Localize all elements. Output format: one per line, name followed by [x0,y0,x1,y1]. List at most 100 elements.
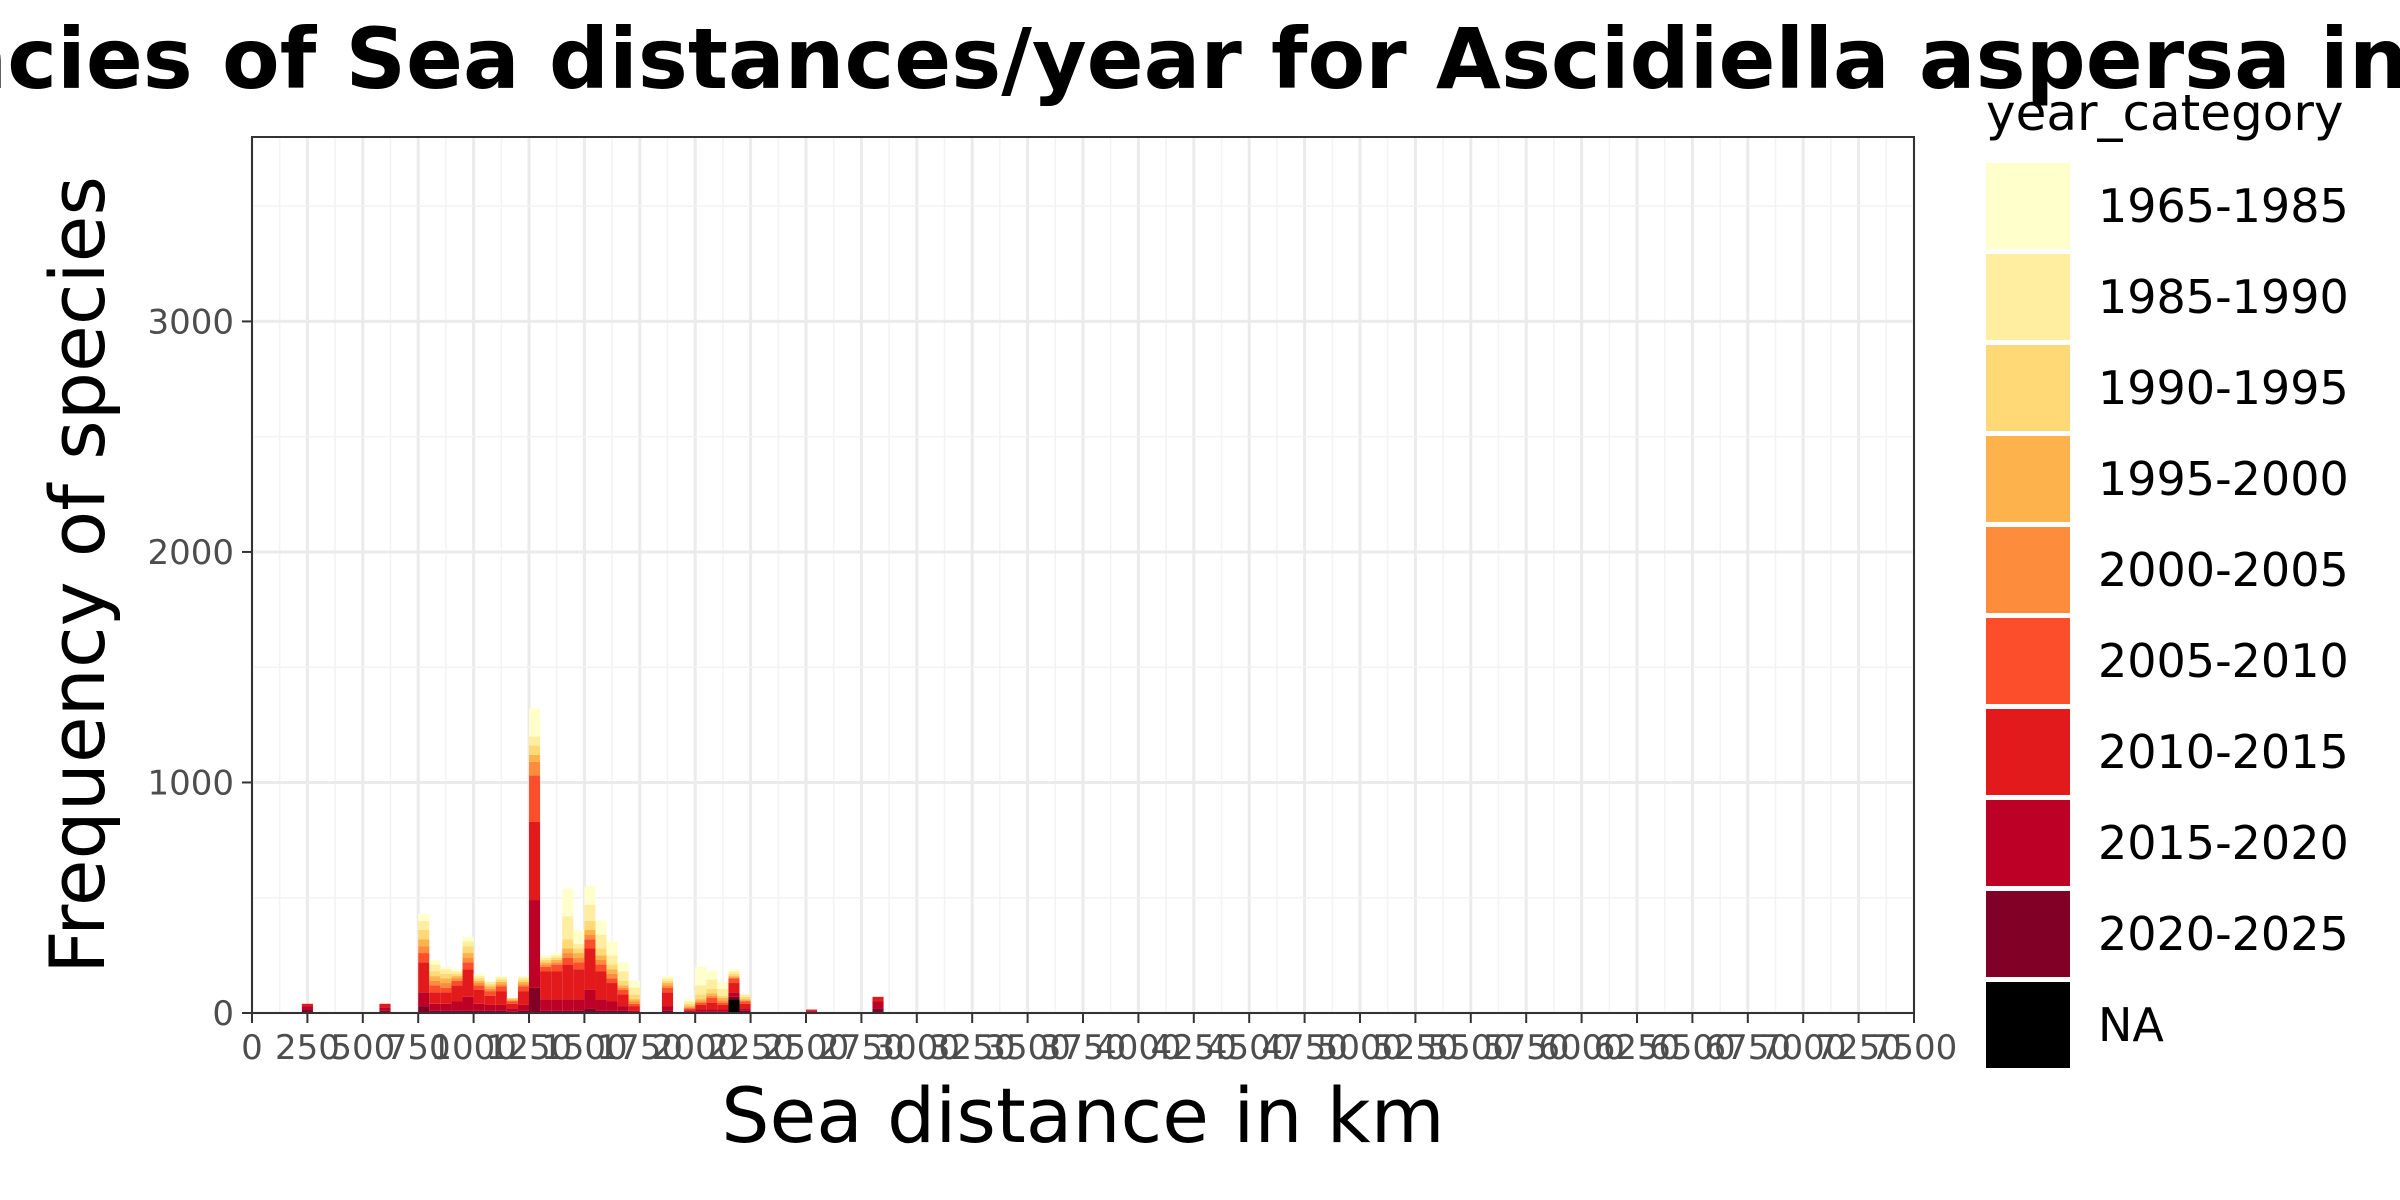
bar-segment [440,966,452,970]
x-tick-label: 5500 [1428,1028,1515,1068]
bar-segment [529,987,541,1013]
bar-segment [451,1001,463,1011]
bar-segment [301,1006,313,1010]
grid-lines [250,137,1916,1015]
bar-segment [418,946,430,954]
bar-segment [429,976,441,981]
bar-segment [529,821,541,901]
legend-swatch [1986,163,2070,249]
bar-segment [506,998,518,1000]
y-tick-label: 2000 [147,533,234,573]
bar-segment [584,904,596,921]
bar-segment [429,1003,441,1011]
bar-segment [617,989,629,995]
bar-segment [517,986,529,992]
bars-layer [301,708,884,1013]
bar-segment [418,992,430,1007]
bar-segment [573,962,585,970]
bar-segment [506,1000,518,1002]
bar-segment [562,939,574,949]
bar-segment [706,1009,718,1012]
bar-segment [473,976,485,979]
legend-label: 2020-2025 [2098,907,2349,961]
x-tick-label: 4500 [1206,1028,1293,1068]
bar-segment [517,976,529,978]
bar-segment [529,900,541,988]
x-tick-label: 4250 [1151,1028,1238,1068]
bar-segment [551,1010,563,1013]
x-tick-label: 3250 [929,1028,1016,1068]
bar-segment [462,996,474,1011]
bar-segment [473,983,485,986]
x-tick-label: 7250 [1815,1028,1902,1068]
bar-segment [661,987,674,993]
bar-segment [606,978,618,984]
bar-segment [806,1009,818,1011]
bar-segment [429,1010,441,1013]
bar-segment [739,1001,751,1004]
bar-segment [540,1010,552,1013]
bar-segment [429,992,441,1004]
bar-segment [628,980,640,988]
bar-segment [462,946,474,954]
x-tick-label: 6750 [1705,1028,1792,1068]
bar-segment [661,985,674,988]
x-tick-label: 1000 [430,1028,517,1068]
bar-segment [451,971,463,974]
bar-segment [495,979,507,982]
bar-segment [573,999,585,1011]
bar-segment [661,983,674,986]
bar-segment [728,996,740,1000]
x-tick-label: 5750 [1483,1028,1570,1068]
legend-swatch [1986,345,2070,431]
bar-segment [540,957,552,960]
bar-segment [606,969,618,974]
bar-segment [495,986,507,992]
bar-segment [301,1009,313,1013]
bar-segment [617,987,629,990]
bar-segment [517,981,529,985]
bar-segment [739,1000,751,1002]
bar-segment [484,984,496,987]
bar-segment [562,964,574,1000]
bar-segment [379,1010,391,1013]
bar-segment [484,995,496,1005]
legend-label: 2015-2020 [2098,816,2349,870]
bar-segment [628,1003,640,1007]
bar-segment [628,994,640,1000]
x-tick-label: 6250 [1594,1028,1681,1068]
bar-segment [451,985,463,1002]
x-tick-label: 5250 [1372,1028,1459,1068]
bar-segment [661,1010,674,1013]
x-tick-label: 5000 [1317,1028,1404,1068]
bar-segment [551,953,563,956]
bar-segment [551,955,563,958]
x-tick-label: 2500 [763,1028,850,1068]
bar-segment [429,985,441,993]
bar-segment [473,973,485,977]
x-tick-label: 7500 [1871,1028,1958,1068]
bar-segment [706,995,718,999]
legend-swatch [1986,800,2070,886]
bar-segment [595,959,607,965]
bar-segment [684,1009,696,1011]
bar-segment [661,976,674,979]
bar-segment [440,973,452,979]
bar-segment [684,1008,696,1010]
bar-segment [551,964,563,972]
legend-label: 2010-2015 [2098,725,2349,779]
bar-segment [806,1010,818,1012]
bar-segment [484,1010,496,1013]
bar-segment [451,980,463,986]
bar-segment [473,989,485,1004]
bar-segment [684,1001,696,1004]
bar-segment [418,939,430,947]
bar-segment [562,1010,574,1013]
bar-segment [529,736,541,746]
x-tick-label: 750 [386,1028,451,1068]
y-tick-label: 3000 [147,302,234,342]
bar-segment [551,999,563,1011]
